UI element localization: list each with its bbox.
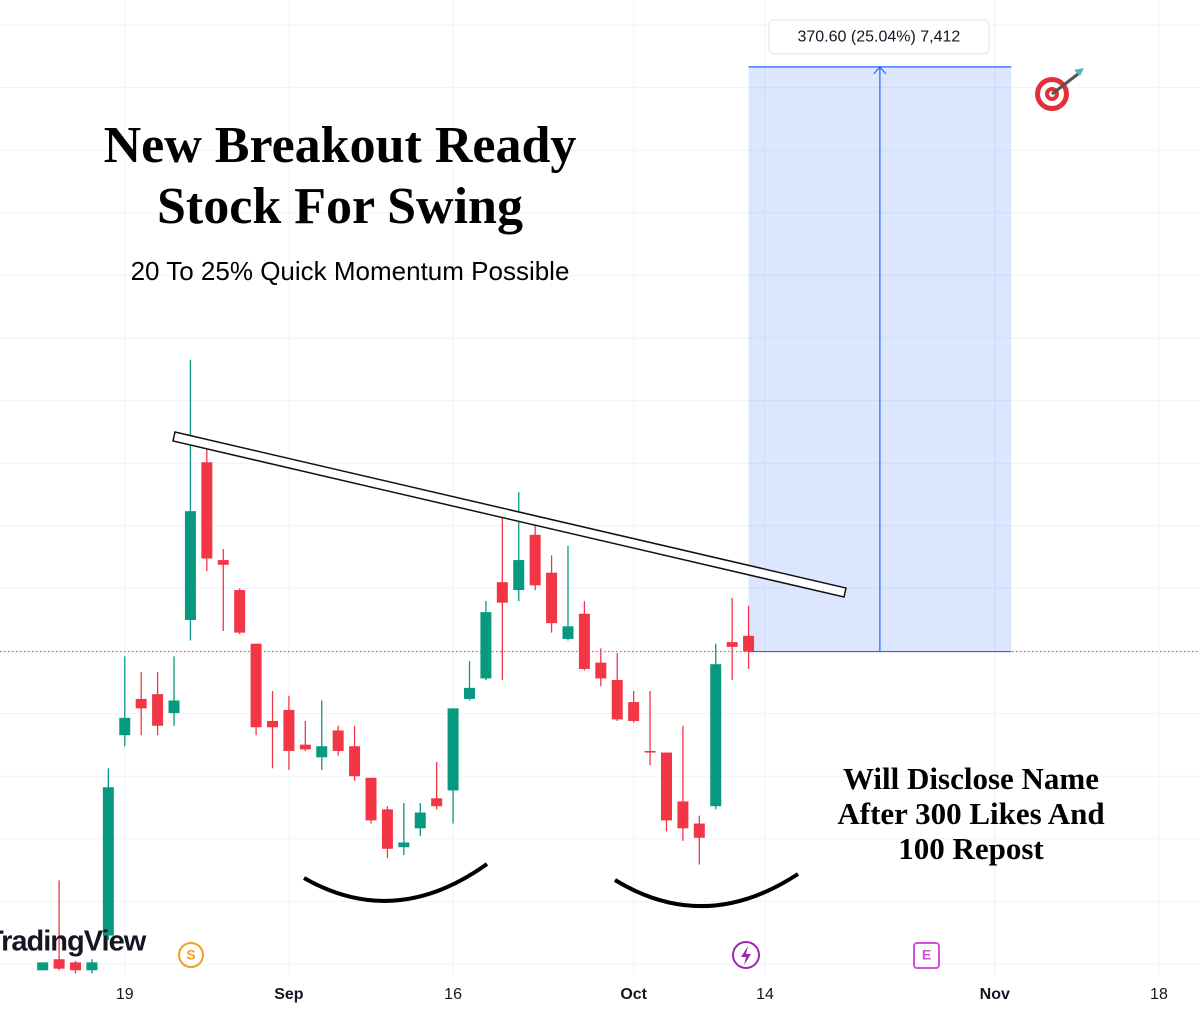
candle-body (726, 642, 738, 647)
plot: 370.60 (25.04%) 7,412 (0, 19, 1200, 974)
candle-body (743, 635, 755, 652)
candle-body (234, 590, 246, 633)
measure-label-box (768, 19, 990, 55)
candle-body (37, 962, 49, 971)
candle-body (299, 744, 311, 750)
candle-body (677, 801, 689, 829)
candle-body (250, 643, 262, 728)
x-tick-label: Oct (620, 986, 647, 1003)
candle-body (562, 626, 574, 639)
candle-body (496, 582, 508, 603)
candle-body (578, 613, 590, 669)
candle-body (53, 959, 65, 969)
base-curve (613, 872, 800, 909)
title-line: New Breakout Ready (104, 117, 577, 174)
candle-body (611, 679, 623, 720)
base-curve (303, 862, 489, 903)
annotation-line: Will Disclose Name (843, 761, 1099, 796)
candle-body (70, 962, 82, 971)
candle-body (414, 812, 426, 829)
candle-body (398, 842, 410, 848)
subtitle: 20 To 25% Quick Momentum Possible (131, 256, 570, 286)
logo: TradingView (0, 926, 147, 958)
candle-body (365, 777, 377, 821)
trend-line (172, 431, 847, 598)
candle-body (546, 572, 558, 624)
annotation-line: 100 Repost (898, 831, 1044, 866)
candle-body (381, 809, 393, 849)
x-tick-label: 19 (116, 986, 134, 1003)
candle-body (710, 664, 722, 807)
candle-body (168, 700, 180, 714)
x-tick-label: 14 (756, 986, 774, 1003)
candle-body (447, 708, 459, 791)
candle-body (316, 746, 328, 758)
x-tick-label: Sep (274, 986, 304, 1003)
candle-body (431, 798, 443, 807)
event-icon: E (913, 942, 940, 969)
measure-label: 370.60 (25.04%) 7,412 (797, 29, 960, 46)
event-icon: S (178, 942, 204, 968)
candle-body (644, 750, 656, 753)
candle-body (201, 462, 213, 559)
x-axis: 19 Sep 16 Oct 14 Nov 18 (116, 986, 1168, 1003)
event-label: E (922, 947, 931, 963)
candle-body (332, 730, 344, 751)
candle-body (119, 717, 131, 736)
candle-body (283, 709, 295, 751)
candle-body (463, 687, 475, 699)
candle-body (349, 746, 361, 777)
x-tick-label: 16 (444, 986, 462, 1003)
candle-body (628, 702, 640, 721)
candle-body (513, 560, 525, 591)
candle-body (217, 560, 229, 565)
candle-body (267, 720, 279, 728)
measure-arrowhead (873, 65, 887, 75)
candle-body (102, 787, 114, 936)
event-label: S (186, 947, 195, 963)
candle-body (529, 534, 541, 586)
candle-body (660, 752, 672, 821)
candle-body (595, 662, 607, 679)
annotation-line: After 300 Likes And (837, 796, 1104, 831)
x-tick-label: Nov (980, 986, 1010, 1003)
candle-body (693, 823, 705, 838)
candle-body (184, 511, 196, 621)
title-line: Stock For Swing (157, 178, 523, 235)
candle-body (86, 962, 98, 971)
target-icon (1035, 68, 1084, 111)
event-icon (732, 941, 760, 969)
candle-body (152, 694, 164, 726)
candle-body (480, 612, 492, 679)
candle-body (135, 698, 147, 709)
x-tick-label: 18 (1150, 986, 1168, 1003)
